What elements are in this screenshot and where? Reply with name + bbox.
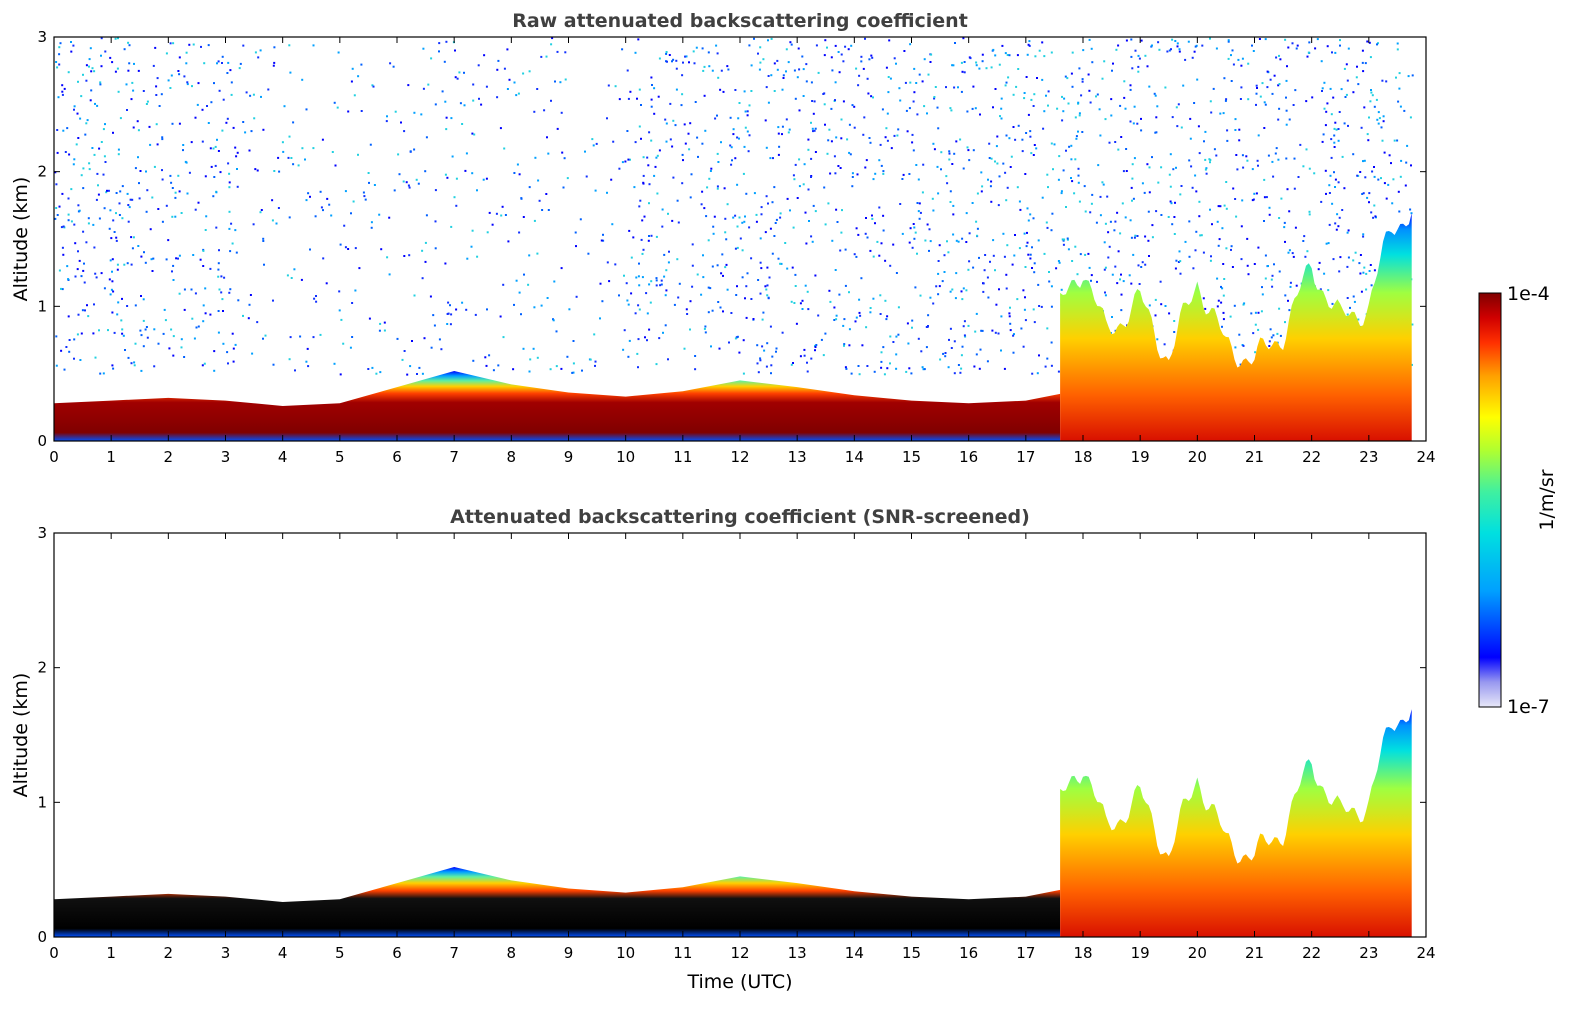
panel-raw-x-tick-label: 3	[221, 448, 231, 466]
colorbar-unit-label: 1/m/sr	[1536, 469, 1558, 530]
panel-raw-x-tick-label: 20	[1188, 448, 1207, 466]
panel-screened-x-tick-label: 6	[392, 944, 402, 962]
panel-screened-x-tick-label: 7	[449, 944, 459, 962]
panel-raw-x-tick-label: 13	[788, 448, 807, 466]
panel-screened-y-tick-label: 2	[37, 659, 47, 677]
panel-screened-x-tick-label: 23	[1359, 944, 1378, 962]
panel-raw-x-tick-label: 6	[392, 448, 402, 466]
panel-screened-x-tick-label: 21	[1245, 944, 1264, 962]
panel-raw-x-tick-label: 18	[1073, 448, 1092, 466]
panel-screened-y-label: Altitude (km)	[10, 673, 32, 798]
panel-raw-x-tick-label: 1	[106, 448, 116, 466]
panel-raw-x-tick-label: 5	[335, 448, 345, 466]
panel-screened-x-tick-label: 22	[1302, 944, 1321, 962]
panel-screened-x-tick-label: 16	[959, 944, 978, 962]
panel-screened-x-tick-label: 1	[106, 944, 116, 962]
panel-screened-x-tick-label: 14	[845, 944, 864, 962]
panel-screened-x-tick-label: 3	[221, 944, 231, 962]
panel-screened-x-tick-label: 10	[616, 944, 635, 962]
panel-screened-stable-layer	[54, 867, 1061, 937]
colorbar: 1e-4 1e-7 1/m/sr	[1478, 283, 1558, 718]
panel-raw-x-tick-label: 10	[616, 448, 635, 466]
panel-raw-x-tick-label: 24	[1416, 448, 1435, 466]
panel-screened-x-tick-label: 5	[335, 944, 345, 962]
colorbar-max-label: 1e-4	[1507, 283, 1550, 305]
panel-raw-x-tick-label: 15	[902, 448, 921, 466]
panel-screened-x-axis: 0 1 2 3 4 5 6 7 8 9 10 11 12 13 14 15 16 17 18 19 20 21 22 23 24	[49, 533, 1436, 962]
panel-screened-x-tick-label: 20	[1188, 944, 1207, 962]
panel-screened-x-tick-label: 8	[507, 944, 517, 962]
panel-screened-x-tick-label: 13	[788, 944, 807, 962]
panel-raw-x-tick-label: 14	[845, 448, 864, 466]
panel-screened-x-tick-label: 17	[1016, 944, 1035, 962]
panel-screened-x-tick-label: 9	[564, 944, 574, 962]
panel-screened-y-tick-label: 0	[37, 928, 47, 946]
panel-raw-x-tick-label: 2	[164, 448, 174, 466]
panel-raw-x-tick-label: 12	[730, 448, 749, 466]
panel-raw-x-tick-label: 7	[449, 448, 459, 466]
panel-screened-x-tick-label: 11	[673, 944, 692, 962]
panel-screened-x-tick-label: 18	[1073, 944, 1092, 962]
panel-raw: Raw attenuated backscattering coefficien…	[10, 10, 1436, 466]
colorbar-min-label: 1e-7	[1507, 696, 1550, 718]
panel-raw-x-tick-label: 21	[1245, 448, 1264, 466]
panel-raw-plot-area	[54, 37, 1414, 441]
panel-raw-y-tick-label: 1	[37, 297, 47, 315]
panel-raw-stable-layer	[54, 371, 1061, 441]
panel-raw-x-axis: 0 1 2 3 4 5 6 7 8 9 10 11 12 13 14 15 16 17 18 19 20 21 22 23 24	[49, 37, 1436, 466]
panel-raw-title: Raw attenuated backscattering coefficien…	[512, 10, 968, 32]
panel-raw-x-tick-label: 16	[959, 448, 978, 466]
panel-screened-x-tick-label: 4	[278, 944, 288, 962]
panel-raw-x-tick-label: 19	[1131, 448, 1150, 466]
panel-screened-convective-layer	[1060, 709, 1412, 937]
panel-screened-y-tick-label: 1	[37, 793, 47, 811]
panel-screened-x-tick-label: 0	[49, 944, 59, 962]
panel-raw-convective-layer	[1060, 213, 1412, 441]
panel-raw-x-tick-label: 4	[278, 448, 288, 466]
panel-screened-x-tick-label: 24	[1416, 944, 1435, 962]
panel-raw-y-axis: 0 1 2 3	[37, 28, 1426, 450]
panel-raw-x-tick-label: 17	[1016, 448, 1035, 466]
panel-raw-y-label: Altitude (km)	[10, 177, 32, 302]
panel-raw-x-tick-label: 9	[564, 448, 574, 466]
colorbar-gradient	[1478, 292, 1502, 708]
panel-screened: Attenuated backscattering coefficient (S…	[10, 506, 1436, 993]
panel-raw-x-tick-label: 0	[49, 448, 59, 466]
panel-screened-x-tick-label: 2	[164, 944, 174, 962]
panel-raw-x-tick-label: 11	[673, 448, 692, 466]
panel-screened-y-tick-label: 3	[37, 524, 47, 542]
panel-screened-x-tick-label: 15	[902, 944, 921, 962]
panel-raw-y-tick-label: 3	[37, 28, 47, 46]
panel-screened-x-tick-label: 12	[730, 944, 749, 962]
panel-raw-x-tick-label: 8	[507, 448, 517, 466]
panel-raw-y-tick-label: 0	[37, 432, 47, 450]
panel-screened-x-tick-label: 19	[1131, 944, 1150, 962]
panel-raw-x-tick-label: 23	[1359, 448, 1378, 466]
panel-raw-y-tick-label: 2	[37, 163, 47, 181]
panel-screened-plot-area	[54, 709, 1412, 937]
panel-screened-y-axis: 0 1 2 3	[37, 524, 1426, 946]
panel-raw-x-tick-label: 22	[1302, 448, 1321, 466]
x-axis-label: Time (UTC)	[686, 971, 792, 993]
panel-screened-title: Attenuated backscattering coefficient (S…	[450, 506, 1030, 528]
